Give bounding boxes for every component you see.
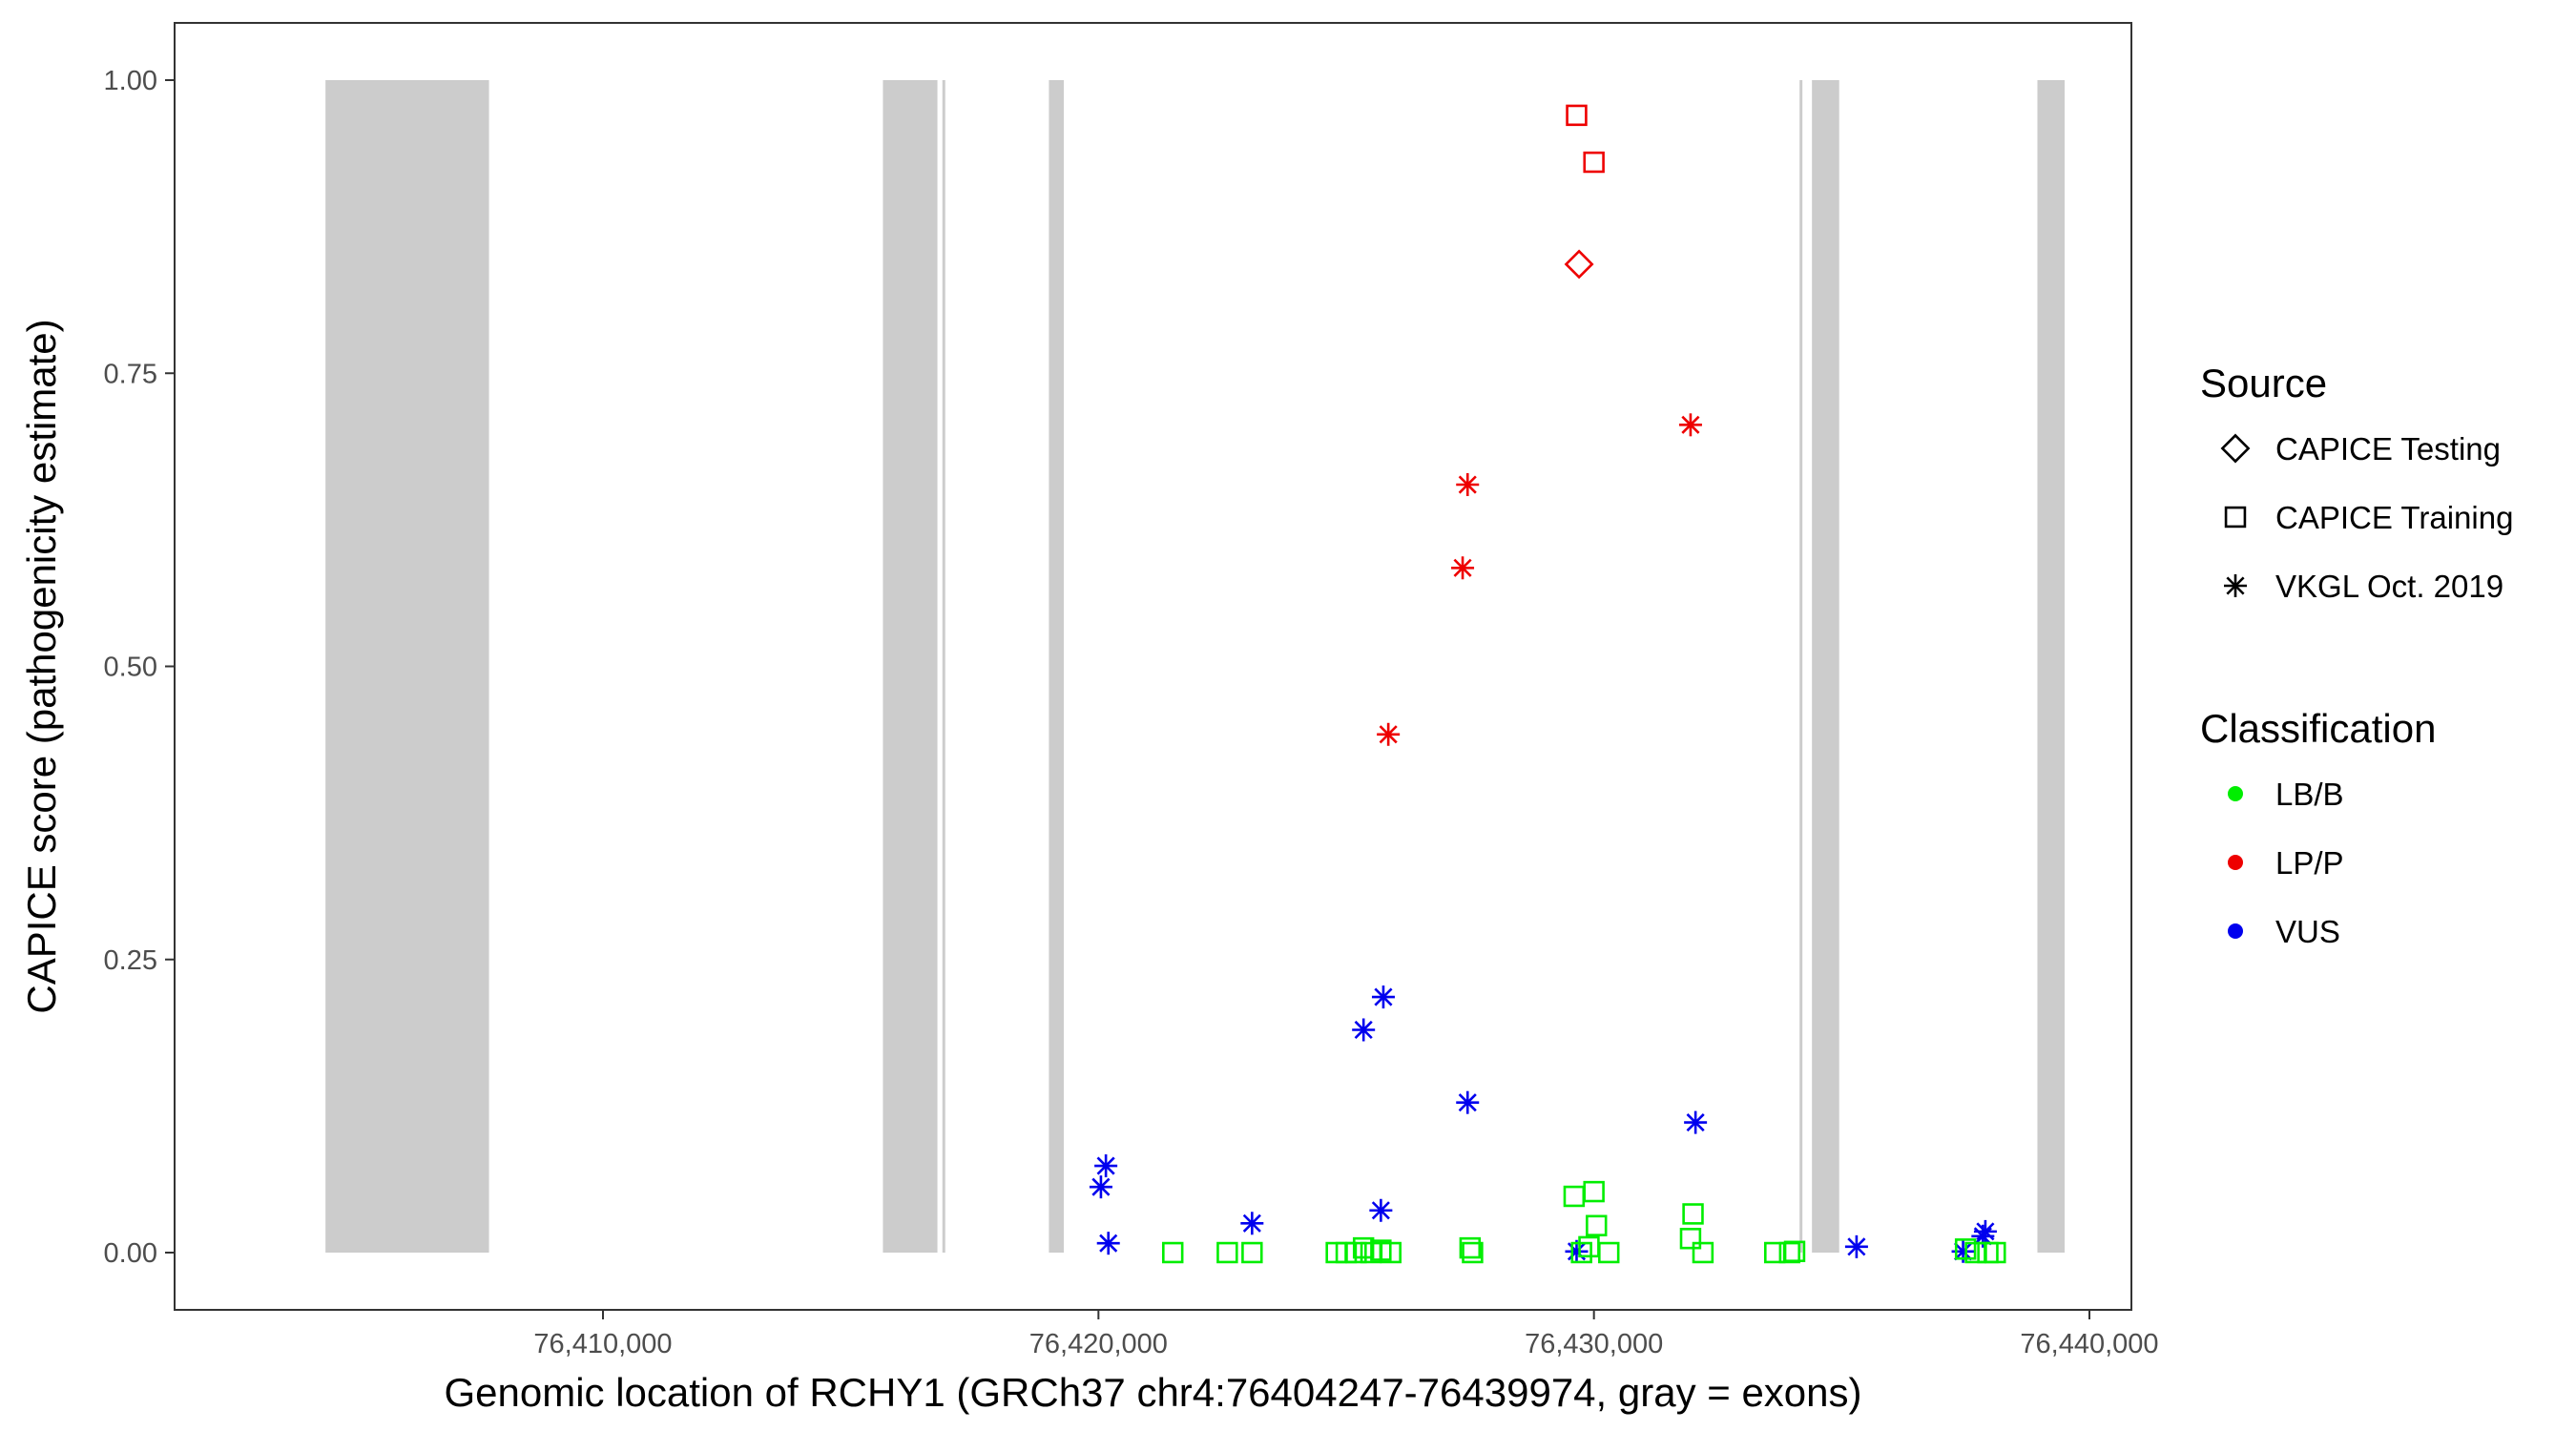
point-square <box>1566 104 1588 127</box>
exon-band <box>1799 80 1803 1253</box>
exon-band <box>883 80 938 1253</box>
exon-band <box>2037 80 2066 1253</box>
point-square <box>1598 1241 1620 1264</box>
point-square <box>1216 1241 1238 1264</box>
point-square <box>1380 1241 1402 1264</box>
legend-key-dot <box>2228 923 2243 939</box>
point-square <box>1162 1241 1184 1264</box>
point-square <box>1783 1240 1806 1262</box>
x-tick-label: 76,420,000 <box>1029 1329 1168 1359</box>
point-square <box>1345 1241 1367 1264</box>
legend-key-asterisk <box>2224 574 2247 597</box>
legend-key-square <box>2224 506 2247 529</box>
x-tick-label: 76,430,000 <box>1525 1329 1663 1359</box>
point-square <box>1583 1180 1605 1203</box>
legend-source-title: Source <box>2200 361 2327 405</box>
axes: 0.00 0.25 0.50 0.75 1.00 76,410,000 76,420,000… <box>104 66 2159 1359</box>
point-square <box>1682 1203 1704 1225</box>
y-tick-label: 1.00 <box>104 66 157 96</box>
legend-classification-items: LB/B LP/P VUS <box>2228 777 2344 949</box>
point-square <box>1692 1241 1714 1264</box>
y-axis-title: CAPICE score (pathogenicity estimate) <box>19 319 64 1013</box>
point-diamond <box>1564 249 1594 280</box>
legend-source-label: CAPICE Testing <box>2275 431 2501 467</box>
point-asterisk <box>1684 1110 1708 1134</box>
point-asterisk <box>1094 1154 1118 1178</box>
point-square <box>1462 1241 1484 1264</box>
legend-source-label: CAPICE Training <box>2275 500 2513 535</box>
y-tick-label: 0.50 <box>104 653 157 683</box>
exon-band <box>942 80 945 1253</box>
point-square <box>1241 1241 1263 1264</box>
legend-key-diamond <box>2220 433 2251 464</box>
point-asterisk <box>1456 1090 1480 1114</box>
point-square <box>1583 151 1605 174</box>
y-tick-label: 0.00 <box>104 1238 157 1269</box>
point-square <box>1459 1236 1482 1259</box>
point-square <box>1984 1241 2006 1264</box>
point-square <box>1586 1214 1608 1236</box>
exon-band <box>1812 80 1839 1253</box>
legend-classification-label: VUS <box>2275 914 2340 949</box>
point-asterisk <box>1089 1175 1112 1199</box>
data-points <box>1089 104 2006 1264</box>
legend-source-items: CAPICE Testing CAPICE Training VKGL Oct. 2… <box>2220 431 2513 604</box>
point-asterisk <box>1377 722 1401 746</box>
point-asterisk <box>1844 1234 1868 1258</box>
legend-classification-label: LB/B <box>2275 777 2344 812</box>
point-square <box>1679 1228 1702 1250</box>
point-asterisk <box>1096 1232 1120 1255</box>
exon-bands <box>325 80 2066 1253</box>
legend-classification-title: Classification <box>2200 706 2436 751</box>
point-asterisk <box>1678 413 1702 437</box>
x-axis-title: Genomic location of RCHY1 (GRCh37 chr4:7… <box>444 1370 1861 1415</box>
legend-key-dot <box>2228 786 2243 801</box>
x-tick-label: 76,440,000 <box>2020 1329 2158 1359</box>
point-asterisk <box>1451 556 1475 580</box>
exon-band <box>1049 80 1064 1253</box>
legend-classification-label: LP/P <box>2275 845 2344 881</box>
point-asterisk <box>1240 1212 1264 1235</box>
point-square <box>1352 1236 1375 1259</box>
y-tick-label: 0.25 <box>104 945 157 976</box>
point-square <box>1570 1241 1592 1264</box>
point-asterisk <box>1369 1198 1393 1222</box>
legend-source-label: VKGL Oct. 2019 <box>2275 569 2503 604</box>
point-asterisk <box>1371 985 1395 1009</box>
point-asterisk <box>1352 1018 1376 1042</box>
y-tick-label: 0.75 <box>104 359 157 389</box>
x-tick-label: 76,410,000 <box>533 1329 672 1359</box>
legend-key-dot <box>2228 855 2243 870</box>
point-asterisk <box>1456 473 1480 497</box>
exon-band <box>325 80 489 1253</box>
legend: Source CAPICE Testing CAPICE Training VKGL… <box>2200 361 2513 949</box>
